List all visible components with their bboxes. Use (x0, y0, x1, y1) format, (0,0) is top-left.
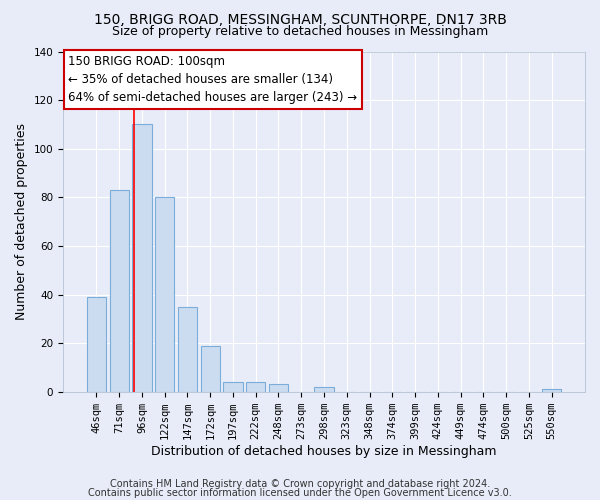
X-axis label: Distribution of detached houses by size in Messingham: Distribution of detached houses by size … (151, 444, 497, 458)
Text: Contains public sector information licensed under the Open Government Licence v3: Contains public sector information licen… (88, 488, 512, 498)
Text: 150, BRIGG ROAD, MESSINGHAM, SCUNTHORPE, DN17 3RB: 150, BRIGG ROAD, MESSINGHAM, SCUNTHORPE,… (94, 12, 506, 26)
Bar (178, 306, 197, 392)
Bar (200, 346, 220, 392)
Bar (155, 198, 175, 392)
Text: Size of property relative to detached houses in Messingham: Size of property relative to detached ho… (112, 25, 488, 38)
Y-axis label: Number of detached properties: Number of detached properties (15, 123, 28, 320)
Bar (223, 382, 242, 392)
Bar (110, 190, 129, 392)
Bar (269, 384, 288, 392)
Bar (542, 390, 561, 392)
Text: 150 BRIGG ROAD: 100sqm
← 35% of detached houses are smaller (134)
64% of semi-de: 150 BRIGG ROAD: 100sqm ← 35% of detached… (68, 55, 358, 104)
Text: Contains HM Land Registry data © Crown copyright and database right 2024.: Contains HM Land Registry data © Crown c… (110, 479, 490, 489)
Bar (314, 387, 334, 392)
Bar (87, 297, 106, 392)
Bar (246, 382, 265, 392)
Bar (132, 124, 152, 392)
